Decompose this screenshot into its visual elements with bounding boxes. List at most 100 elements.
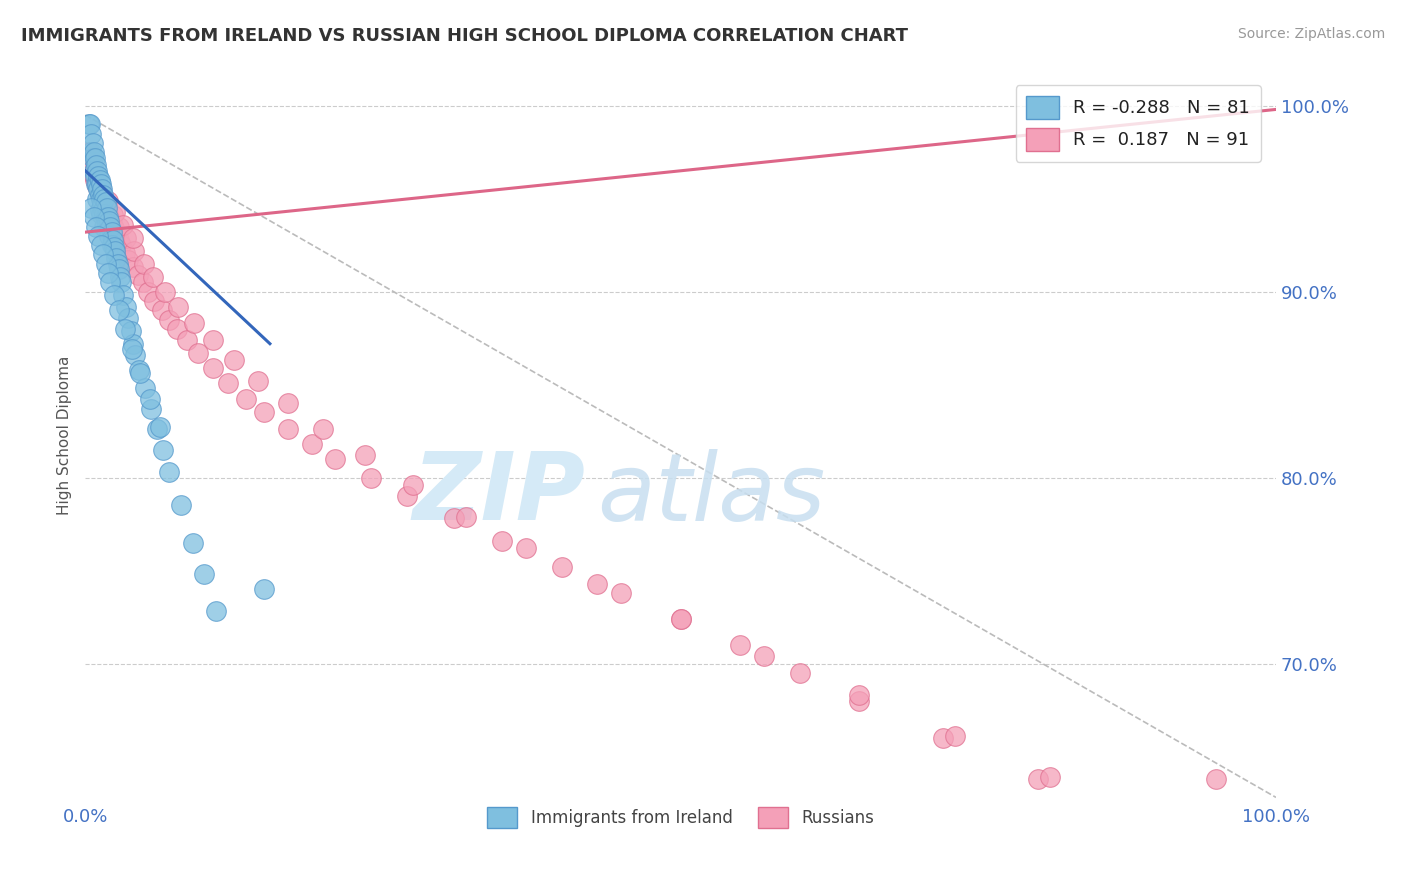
Point <box>360 470 382 484</box>
Point <box>112 218 135 232</box>
Point <box>848 694 870 708</box>
Point <box>96 197 118 211</box>
Point <box>139 401 162 416</box>
Point <box>86 163 108 178</box>
Point <box>90 184 112 198</box>
Point <box>789 665 811 680</box>
Point <box>104 204 127 219</box>
Point <box>122 244 145 258</box>
Point <box>101 233 124 247</box>
Point <box>146 422 169 436</box>
Point <box>124 348 146 362</box>
Point <box>217 376 239 390</box>
Point <box>107 303 129 318</box>
Point <box>93 195 115 210</box>
Point <box>100 238 122 252</box>
Point <box>128 362 150 376</box>
Point <box>157 312 180 326</box>
Point <box>138 285 160 299</box>
Point <box>98 214 121 228</box>
Point <box>115 300 138 314</box>
Point <box>80 127 103 141</box>
Point <box>94 199 117 213</box>
Point <box>112 288 135 302</box>
Point <box>86 173 108 187</box>
Point <box>79 163 101 178</box>
Point <box>149 420 172 434</box>
Point <box>107 233 129 247</box>
Point <box>91 197 114 211</box>
Point <box>152 442 174 457</box>
Point <box>104 244 127 258</box>
Point <box>117 310 139 325</box>
Point <box>87 177 110 191</box>
Point <box>150 303 173 318</box>
Point <box>89 180 111 194</box>
Point <box>105 227 128 241</box>
Point <box>80 201 103 215</box>
Point <box>84 177 107 191</box>
Legend: Immigrants from Ireland, Russians: Immigrants from Ireland, Russians <box>481 800 880 835</box>
Point <box>1039 770 1062 784</box>
Point <box>94 211 117 225</box>
Point <box>550 559 572 574</box>
Point <box>183 316 205 330</box>
Point <box>143 293 166 308</box>
Point <box>103 221 125 235</box>
Point <box>122 260 145 275</box>
Point <box>456 509 478 524</box>
Point <box>96 201 118 215</box>
Point <box>77 117 100 131</box>
Point <box>93 206 115 220</box>
Point <box>91 188 114 202</box>
Point <box>121 343 143 357</box>
Point <box>91 247 114 261</box>
Point <box>89 173 111 187</box>
Point <box>98 211 121 225</box>
Point <box>100 216 122 230</box>
Point <box>91 188 114 202</box>
Point <box>86 192 108 206</box>
Point <box>77 145 100 160</box>
Point <box>97 211 120 225</box>
Point <box>87 169 110 184</box>
Point <box>193 567 215 582</box>
Point <box>84 171 107 186</box>
Point <box>669 612 692 626</box>
Point <box>83 211 105 225</box>
Point <box>187 346 209 360</box>
Point <box>94 257 117 271</box>
Point <box>98 228 121 243</box>
Point <box>93 192 115 206</box>
Point <box>610 586 633 600</box>
Point <box>122 336 145 351</box>
Point <box>931 731 953 745</box>
Y-axis label: High School Diploma: High School Diploma <box>58 356 72 516</box>
Point <box>96 202 118 217</box>
Text: atlas: atlas <box>598 449 825 540</box>
Point <box>96 216 118 230</box>
Point <box>395 489 418 503</box>
Point <box>515 541 537 556</box>
Point <box>943 729 966 743</box>
Point <box>91 192 114 206</box>
Point <box>354 448 377 462</box>
Point <box>101 208 124 222</box>
Point <box>91 202 114 217</box>
Point <box>122 231 145 245</box>
Point <box>277 422 299 436</box>
Point <box>90 182 112 196</box>
Point <box>94 195 117 210</box>
Point <box>103 240 125 254</box>
Point <box>115 231 138 245</box>
Point <box>83 169 105 184</box>
Point <box>205 604 228 618</box>
Point <box>90 177 112 191</box>
Point <box>87 228 110 243</box>
Point <box>93 219 115 234</box>
Point <box>90 206 112 220</box>
Point <box>201 360 224 375</box>
Point <box>443 511 465 525</box>
Point <box>224 353 246 368</box>
Point <box>91 188 114 202</box>
